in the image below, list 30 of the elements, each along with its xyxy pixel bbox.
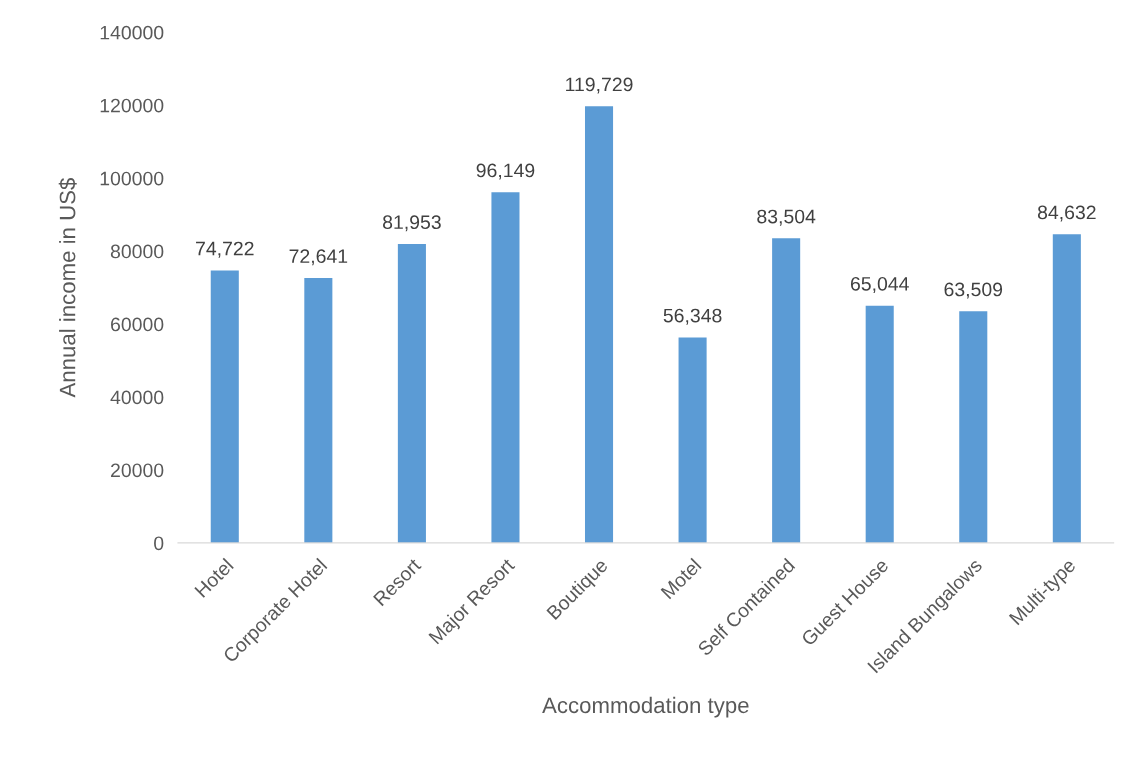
- bar: [678, 337, 707, 543]
- y-tick-label: 20000: [111, 463, 164, 478]
- data-label: 72,641: [289, 249, 348, 266]
- y-tick-label: 120000: [100, 98, 164, 113]
- bar: [959, 311, 988, 543]
- bar: [584, 106, 614, 543]
- data-label: 83,504: [757, 209, 816, 226]
- data-label: 84,632: [1037, 205, 1096, 222]
- y-axis-title: Annual income in US$: [58, 178, 77, 398]
- data-label: 119,729: [566, 77, 633, 94]
- data-label: 81,953: [383, 215, 441, 232]
- data-label: 65,044: [850, 276, 909, 294]
- y-tick-label: 40000: [110, 390, 164, 405]
- y-tick-label: 0: [154, 536, 164, 551]
- y-tick-label: 100000: [100, 171, 164, 186]
- y-tick-label: 80000: [110, 244, 164, 259]
- bar: [865, 305, 894, 543]
- y-tick-label: 140000: [100, 25, 164, 40]
- data-label: 74,722: [196, 241, 254, 258]
- bar: [1052, 234, 1081, 543]
- x-axis-title: Accommodation type: [542, 696, 749, 718]
- bar: [491, 192, 520, 543]
- bar: [772, 238, 801, 543]
- bar: [304, 277, 333, 543]
- y-tick-label: 60000: [111, 317, 164, 332]
- data-label: 96,149: [476, 163, 535, 180]
- data-label: 63,509: [944, 282, 1003, 299]
- bar: [397, 244, 426, 543]
- data-label: 56,348: [663, 308, 722, 325]
- bar: [210, 270, 239, 543]
